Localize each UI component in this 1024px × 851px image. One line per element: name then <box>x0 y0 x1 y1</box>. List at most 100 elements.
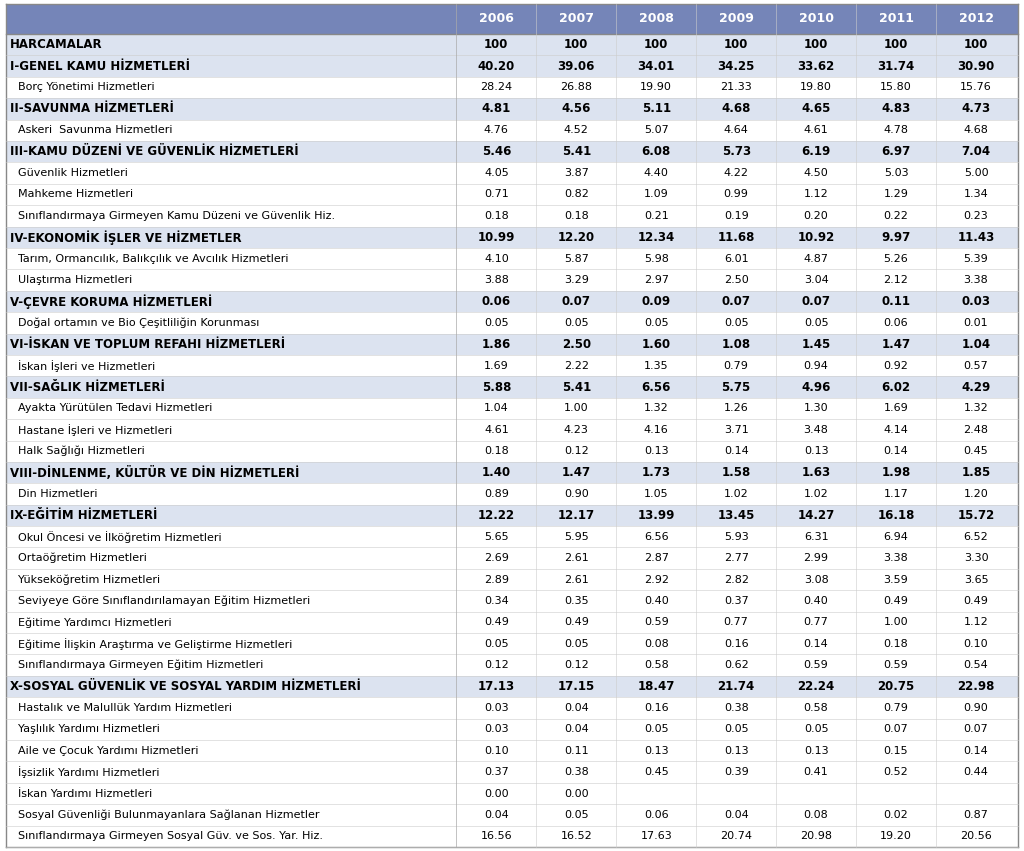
Text: 39.06: 39.06 <box>558 60 595 72</box>
Text: 2006: 2006 <box>479 13 514 26</box>
Text: Hastalık ve Malullük Yardım Hizmetleri: Hastalık ve Malullük Yardım Hizmetleri <box>18 703 232 713</box>
Text: 0.05: 0.05 <box>564 317 589 328</box>
Text: 4.56: 4.56 <box>561 102 591 116</box>
Text: 0.99: 0.99 <box>724 190 749 199</box>
Text: 0.59: 0.59 <box>644 617 669 627</box>
Text: Hastane İşleri ve Hizmetleri: Hastane İşleri ve Hizmetleri <box>18 424 172 436</box>
Text: 2.48: 2.48 <box>964 425 988 435</box>
Text: 2.77: 2.77 <box>724 553 749 563</box>
Text: 16.56: 16.56 <box>480 831 512 842</box>
Text: 1.32: 1.32 <box>644 403 669 414</box>
Text: 0.07: 0.07 <box>722 295 751 308</box>
Text: 21.74: 21.74 <box>718 680 755 693</box>
Text: 2.50: 2.50 <box>724 275 749 285</box>
Text: 0.20: 0.20 <box>804 211 828 221</box>
Text: 2.99: 2.99 <box>804 553 828 563</box>
Text: VI-İSKAN VE TOPLUM REFAHI HİZMETLERİ: VI-İSKAN VE TOPLUM REFAHI HİZMETLERİ <box>10 338 285 351</box>
Text: 0.13: 0.13 <box>724 745 749 756</box>
Bar <box>6 163 1018 184</box>
Text: 0.90: 0.90 <box>564 489 589 499</box>
Text: 0.45: 0.45 <box>964 446 988 456</box>
Text: 4.22: 4.22 <box>724 168 749 178</box>
Text: 100: 100 <box>484 38 509 51</box>
Bar <box>6 547 1018 568</box>
Text: 18.47: 18.47 <box>638 680 675 693</box>
Bar <box>6 270 1018 291</box>
Text: 2.50: 2.50 <box>562 338 591 351</box>
Text: 1.63: 1.63 <box>802 466 830 479</box>
Text: 1.00: 1.00 <box>564 403 589 414</box>
Bar <box>6 205 1018 226</box>
Text: 5.41: 5.41 <box>561 380 591 393</box>
Text: 2.61: 2.61 <box>564 574 589 585</box>
Text: 3.04: 3.04 <box>804 275 828 285</box>
Text: 0.44: 0.44 <box>964 767 988 777</box>
Text: 4.29: 4.29 <box>962 380 990 393</box>
Text: 0.37: 0.37 <box>484 767 509 777</box>
Text: 1.09: 1.09 <box>644 190 669 199</box>
Text: 1.73: 1.73 <box>642 466 671 479</box>
Text: 1.40: 1.40 <box>481 466 511 479</box>
Text: HARCAMALAR: HARCAMALAR <box>10 38 102 51</box>
Text: 5.87: 5.87 <box>564 254 589 264</box>
Text: Aile ve Çocuk Yardımı Hizmetleri: Aile ve Çocuk Yardımı Hizmetleri <box>18 745 199 756</box>
Text: 2007: 2007 <box>559 13 594 26</box>
Text: 0.23: 0.23 <box>964 211 988 221</box>
Bar <box>6 55 1018 77</box>
Text: 20.74: 20.74 <box>720 831 753 842</box>
Text: 0.05: 0.05 <box>484 639 509 648</box>
Text: 1.32: 1.32 <box>964 403 988 414</box>
Text: 2011: 2011 <box>879 13 913 26</box>
Text: III-KAMU DÜZENİ VE GÜVENLİK HİZMETLERİ: III-KAMU DÜZENİ VE GÜVENLİK HİZMETLERİ <box>10 146 299 158</box>
Text: 1.26: 1.26 <box>724 403 749 414</box>
Text: 0.35: 0.35 <box>564 596 589 606</box>
Text: 0.58: 0.58 <box>644 660 669 670</box>
Text: 1.08: 1.08 <box>722 338 751 351</box>
Text: 1.69: 1.69 <box>484 361 509 371</box>
Text: 0.13: 0.13 <box>804 745 828 756</box>
Text: 5.26: 5.26 <box>884 254 908 264</box>
Text: 4.76: 4.76 <box>484 125 509 135</box>
Text: 0.22: 0.22 <box>884 211 908 221</box>
Text: 0.12: 0.12 <box>484 660 509 670</box>
Bar <box>6 34 1018 55</box>
Text: 22.98: 22.98 <box>957 680 994 693</box>
Text: 4.61: 4.61 <box>804 125 828 135</box>
Text: Borç Yönetimi Hizmetleri: Borç Yönetimi Hizmetleri <box>18 83 155 93</box>
Text: 0.06: 0.06 <box>481 295 511 308</box>
Text: 4.23: 4.23 <box>564 425 589 435</box>
Text: Güvenlik Hizmetleri: Güvenlik Hizmetleri <box>18 168 128 178</box>
Text: 15.72: 15.72 <box>957 509 994 522</box>
Text: 6.52: 6.52 <box>964 532 988 542</box>
Bar <box>6 804 1018 825</box>
Text: 0.13: 0.13 <box>804 446 828 456</box>
Text: 6.56: 6.56 <box>641 380 671 393</box>
Text: 0.19: 0.19 <box>724 211 749 221</box>
Text: 0.01: 0.01 <box>964 317 988 328</box>
Text: 1.02: 1.02 <box>804 489 828 499</box>
Text: 100: 100 <box>724 38 749 51</box>
Text: 0.58: 0.58 <box>804 703 828 713</box>
Text: 6.94: 6.94 <box>884 532 908 542</box>
Text: 0.02: 0.02 <box>884 810 908 820</box>
Text: 0.14: 0.14 <box>804 639 828 648</box>
Bar <box>6 483 1018 505</box>
Text: 12.17: 12.17 <box>558 509 595 522</box>
Text: 11.68: 11.68 <box>718 231 755 243</box>
Text: 22.24: 22.24 <box>798 680 835 693</box>
Text: 6.02: 6.02 <box>882 380 910 393</box>
Text: 3.59: 3.59 <box>884 574 908 585</box>
Text: X-SOSYAL GÜVENLİK VE SOSYAL YARDIM HİZMETLERİ: X-SOSYAL GÜVENLİK VE SOSYAL YARDIM HİZME… <box>10 680 360 693</box>
Text: 5.95: 5.95 <box>564 532 589 542</box>
Text: 0.16: 0.16 <box>644 703 669 713</box>
Text: 0.92: 0.92 <box>884 361 908 371</box>
Text: 34.25: 34.25 <box>718 60 755 72</box>
Text: 2.22: 2.22 <box>564 361 589 371</box>
Text: 1.47: 1.47 <box>562 466 591 479</box>
Bar <box>6 248 1018 270</box>
Text: 0.04: 0.04 <box>484 810 509 820</box>
Text: 17.63: 17.63 <box>640 831 672 842</box>
Text: 16.18: 16.18 <box>878 509 914 522</box>
Text: İskan İşleri ve Hizmetleri: İskan İşleri ve Hizmetleri <box>18 360 156 372</box>
Text: Eğitime Yardımcı Hizmetleri: Eğitime Yardımcı Hizmetleri <box>18 617 172 627</box>
